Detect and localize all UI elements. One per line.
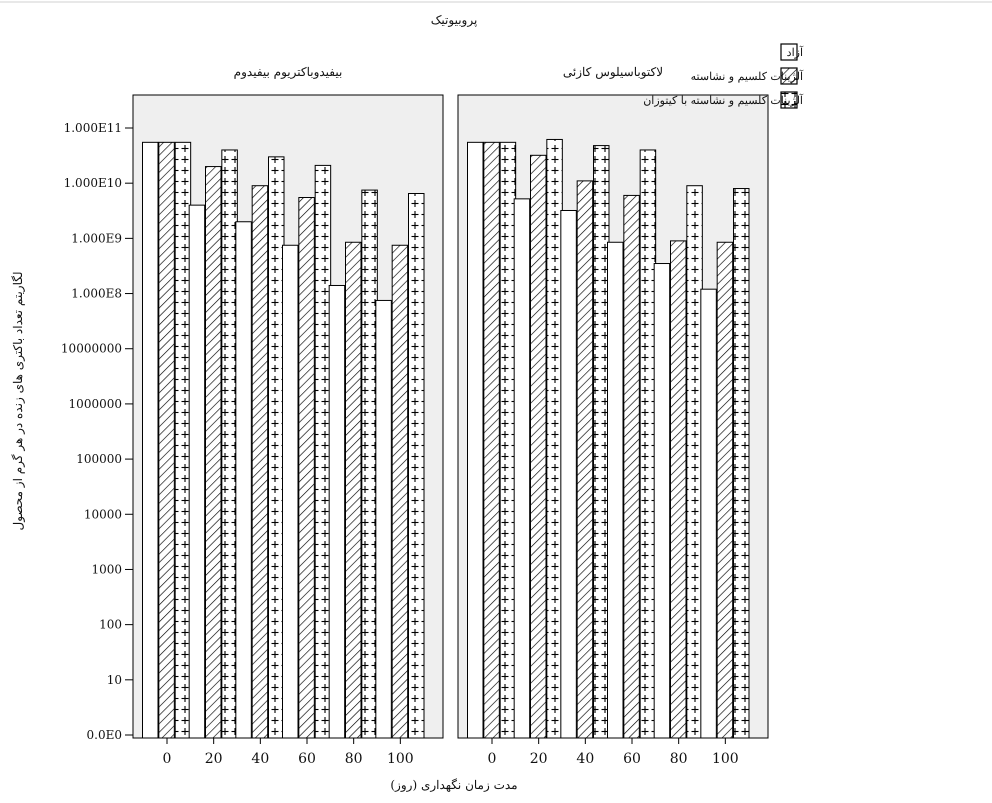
x-tick-label: 80	[345, 751, 363, 767]
y-tick-label: 100	[99, 618, 122, 632]
x-tick-label: 100	[387, 751, 414, 767]
bar	[251, 185, 269, 739]
x-tick-label: 60	[298, 751, 316, 767]
x-tick-label: 0	[163, 751, 172, 767]
y-tick-label: 1000000	[69, 397, 122, 411]
bar	[513, 198, 531, 739]
y-tick-label: 100000	[76, 452, 122, 466]
legend-label: آلژینات کلسیم و نشاسته با کیتوزان	[643, 94, 804, 107]
bar	[298, 197, 315, 739]
panel-title: لاکتوباسیلوس کازئی	[563, 65, 663, 79]
x-tick-label: 40	[576, 751, 594, 767]
bar	[361, 189, 378, 739]
bar	[314, 164, 332, 739]
y-tick-label: 1000	[91, 562, 122, 576]
legend-entry: آزاد	[780, 43, 804, 61]
bar	[158, 141, 175, 739]
bar	[716, 241, 734, 739]
bar	[593, 145, 610, 739]
bar	[221, 149, 238, 739]
legend-swatch	[780, 67, 798, 85]
bar	[408, 193, 425, 739]
bar	[205, 166, 222, 739]
y-tick-label: 1.000E8	[71, 287, 122, 301]
bar	[623, 194, 640, 739]
bar	[653, 263, 671, 739]
y-tick-label: 1.000E10	[64, 176, 122, 190]
legend-entry: آلژینات کلسیم و نشاسته	[691, 67, 804, 85]
bar	[345, 241, 362, 739]
legend-swatch	[780, 43, 798, 61]
y-tick-label: 1.000E9	[71, 231, 122, 245]
bar	[499, 141, 517, 739]
x-tick-label: 20	[530, 751, 548, 767]
x-tick-label: 40	[251, 751, 269, 767]
bar	[560, 209, 577, 739]
bar	[188, 204, 206, 739]
legend-entry: آلژینات کلسیم و نشاسته با کیتوزان	[643, 91, 804, 109]
legend-swatch	[780, 91, 798, 109]
bar	[174, 141, 192, 739]
x-tick-label: 100	[712, 751, 739, 767]
y-axis-label-wrap: لگاریتم تعداد باکتری های زنده در هر گرم …	[11, 271, 25, 530]
y-axis: 0.0E0 10 100 1000 10000 100000 1000000 10000000…	[61, 95, 134, 742]
panel-title: بیفیدوباکتریوم بیفیدوم	[234, 65, 343, 79]
bar	[483, 141, 500, 739]
y-tick-label: 10000	[84, 507, 122, 521]
bar	[670, 240, 687, 739]
x-tick-label: 20	[205, 751, 223, 767]
bar	[391, 244, 409, 739]
bar	[700, 288, 717, 739]
bar	[576, 180, 594, 739]
legend-label: آزاد	[787, 46, 804, 59]
bar	[467, 141, 484, 739]
x-tick-label: 60	[623, 751, 641, 767]
bar	[235, 221, 252, 739]
y-tick-label: 10	[107, 673, 122, 687]
x-tick-label: 80	[670, 751, 688, 767]
y-tick-label: 10000000	[61, 342, 122, 356]
legend-label: آلژینات کلسیم و نشاسته	[691, 70, 804, 83]
bar	[268, 156, 285, 739]
bar	[686, 185, 703, 739]
bar	[733, 188, 750, 739]
bar	[530, 154, 547, 739]
x-tick-label: 0	[488, 751, 497, 767]
bar	[282, 244, 299, 739]
chart-panel: بیفیدوباکتریوم بیفیدوم 0 20 40 60 80 100	[132, 65, 444, 767]
legend: آزاد آلژینات کلسیم و نشاسته آلژینات کلسیم …	[643, 43, 804, 109]
x-axis-label: مدت زمان نگهداری (روز)	[390, 778, 517, 792]
bar	[142, 141, 159, 739]
y-tick-label: 1.000E11	[64, 121, 122, 135]
chart-panel: لاکتوباسیلوس کازئی 0 20 40 60 80 100	[457, 65, 769, 767]
y-tick-label: 0.0E0	[87, 728, 122, 742]
y-axis-label: لگاریتم تعداد باکتری های زنده در هر گرم …	[11, 271, 25, 530]
bar	[546, 138, 563, 739]
bar	[328, 284, 346, 739]
chart-title: پروبیوتیک	[431, 13, 478, 27]
bar	[607, 241, 624, 739]
bar	[375, 299, 392, 739]
bar	[639, 149, 657, 739]
